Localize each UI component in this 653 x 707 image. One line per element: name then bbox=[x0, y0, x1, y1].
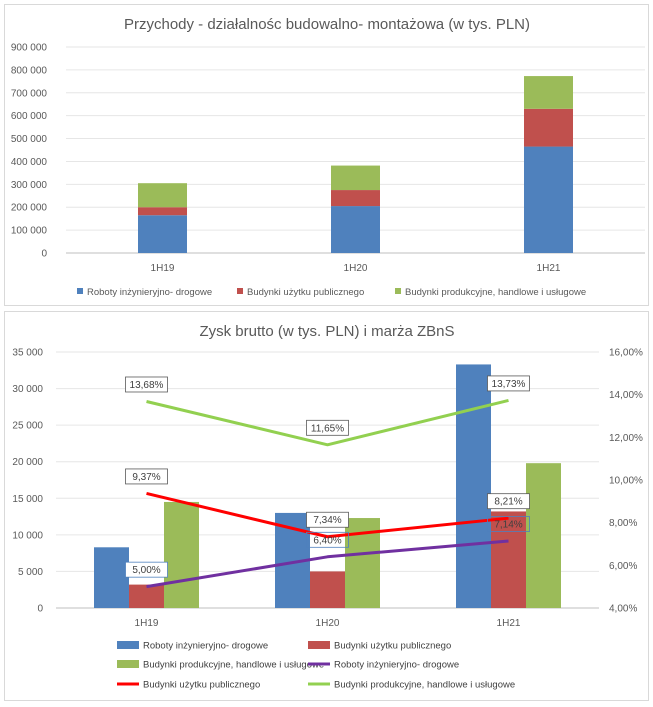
data-label: 6,40% bbox=[313, 535, 341, 546]
legend-label: Budynki produkcyjne, handlowe i usługowe bbox=[143, 660, 324, 671]
data-label-box bbox=[306, 419, 349, 436]
x-tick-label: 1H21 bbox=[537, 263, 561, 274]
bar bbox=[331, 190, 380, 207]
data-label: 9,37% bbox=[132, 472, 160, 483]
margin-line bbox=[146, 398, 509, 447]
y2-tick-label: 4,00% bbox=[609, 604, 637, 615]
y2-tick-label: 16,00% bbox=[609, 348, 643, 359]
profit-chart-panel: Zysk brutto (w tys. PLN) i marża ZBnS 0 5 … bbox=[4, 311, 649, 701]
data-label-box bbox=[125, 561, 168, 578]
y2-tick-label: 8,00% bbox=[609, 518, 637, 529]
profit-chart: Zysk brutto (w tys. PLN) i marża ZBnS 0 5 … bbox=[12, 323, 643, 691]
bar bbox=[164, 501, 199, 608]
legend-swatch bbox=[77, 288, 83, 294]
revenue-chart: Przychody - działalnośc budowalno- monta… bbox=[11, 16, 645, 298]
bar bbox=[129, 584, 164, 608]
legend-swatch bbox=[237, 288, 243, 294]
y-tick-label: 0 bbox=[41, 249, 47, 260]
data-label-box bbox=[306, 531, 349, 548]
data-label: 7,34% bbox=[313, 515, 341, 526]
bar bbox=[331, 165, 380, 191]
data-label: 5,00% bbox=[132, 565, 160, 576]
data-label: 7,14% bbox=[494, 520, 522, 531]
bar bbox=[94, 547, 129, 608]
legend-label: Roboty inżynieryjno- drogowe bbox=[143, 641, 268, 652]
y-tick-label: 100 000 bbox=[11, 226, 48, 237]
y-tick-label: 10 000 bbox=[12, 530, 43, 541]
bar bbox=[310, 571, 345, 608]
y-tick-label: 20 000 bbox=[12, 457, 43, 468]
data-label-box bbox=[125, 468, 168, 485]
y2-tick-label: 14,00% bbox=[609, 390, 643, 401]
y-tick-label: 800 000 bbox=[11, 65, 48, 76]
bar bbox=[138, 215, 187, 253]
chart-title: Przychody - działalnośc budowalno- monta… bbox=[124, 16, 530, 33]
data-label: 13,68% bbox=[130, 380, 164, 391]
legend-label: Budynki użytku publicznego bbox=[143, 680, 260, 691]
y-tick-label: 700 000 bbox=[11, 88, 48, 99]
margin-line bbox=[146, 539, 509, 589]
bar bbox=[491, 511, 526, 608]
data-label: 8,21% bbox=[494, 497, 522, 508]
y2-tick-label: 6,00% bbox=[609, 561, 637, 572]
y-tick-label: 500 000 bbox=[11, 134, 48, 145]
bar bbox=[524, 146, 573, 253]
data-label: 13,73% bbox=[492, 379, 526, 390]
legend-swatch bbox=[117, 641, 139, 649]
y-tick-label: 25 000 bbox=[12, 421, 43, 432]
x-tick-label: 1H19 bbox=[135, 618, 159, 629]
y-tick-label: 0 bbox=[37, 604, 43, 615]
bar bbox=[456, 364, 491, 608]
y-tick-label: 30 000 bbox=[12, 384, 43, 395]
bar bbox=[138, 207, 187, 216]
data-label-box bbox=[125, 376, 168, 393]
revenue-chart-panel: Przychody - działalnośc budowalno- monta… bbox=[4, 4, 649, 306]
y2-tick-label: 10,00% bbox=[609, 476, 643, 487]
y-tick-label: 400 000 bbox=[11, 157, 48, 168]
y-tick-label: 35 000 bbox=[12, 348, 43, 359]
legend-swatch bbox=[395, 288, 401, 294]
legend-label: Budynki produkcyjne, handlowe i usługowe bbox=[334, 680, 515, 691]
data-label-box bbox=[306, 511, 349, 528]
legend-label: Budynki użytku publicznego bbox=[334, 641, 451, 652]
x-tick-label: 1H19 bbox=[151, 263, 175, 274]
legend-label: Roboty inżynieryjno- drogowe bbox=[334, 660, 459, 671]
bar bbox=[524, 76, 573, 109]
y-tick-label: 300 000 bbox=[11, 180, 48, 191]
bar bbox=[526, 463, 561, 608]
bar bbox=[331, 206, 380, 253]
y-tick-label: 5 000 bbox=[18, 567, 43, 578]
data-label-box bbox=[487, 493, 530, 510]
data-label-box bbox=[487, 375, 530, 392]
chart-title: Zysk brutto (w tys. PLN) i marża ZBnS bbox=[199, 323, 454, 340]
data-label: 11,65% bbox=[311, 423, 344, 434]
x-tick-label: 1H21 bbox=[497, 618, 521, 629]
y-tick-label: 200 000 bbox=[11, 203, 48, 214]
y-tick-label: 900 000 bbox=[11, 43, 48, 54]
bar bbox=[524, 108, 573, 147]
y2-tick-label: 12,00% bbox=[609, 433, 643, 444]
legend-label: Budynki użytku publicznego bbox=[247, 287, 364, 298]
x-tick-label: 1H20 bbox=[344, 263, 368, 274]
legend-swatch bbox=[308, 641, 330, 649]
legend-label: Roboty inżynieryjno- drogowe bbox=[87, 287, 212, 298]
x-tick-label: 1H20 bbox=[316, 618, 340, 629]
bar bbox=[138, 183, 187, 208]
legend-label: Budynki produkcyjne, handlowe i usługowe bbox=[405, 287, 586, 298]
legend-swatch bbox=[117, 660, 139, 668]
margin-line bbox=[146, 491, 509, 539]
y-tick-label: 15 000 bbox=[12, 494, 43, 505]
data-label-box bbox=[487, 516, 530, 532]
y-tick-label: 600 000 bbox=[11, 111, 48, 122]
